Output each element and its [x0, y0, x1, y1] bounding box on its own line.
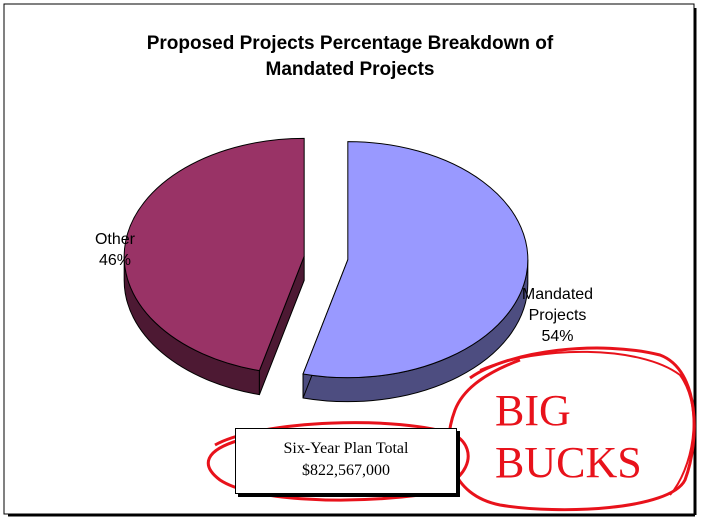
- red-scribble-circle-bucks: [447, 346, 696, 512]
- pie-slice-other: [123, 137, 305, 372]
- big-bucks-annotation: BIG BUCKS: [495, 385, 685, 489]
- chart-title-line-1: Proposed Projects Percentage Breakdown o…: [146, 33, 554, 54]
- pie-slice-mandated-projects: [302, 141, 529, 379]
- chart-title-line-2: Mandated Projects: [265, 59, 435, 80]
- slice-label-mandated: Mandated Projects 54%: [500, 284, 615, 347]
- slice-label-other: Other 46%: [80, 229, 150, 271]
- slice-label-mandated-value: 54%: [541, 328, 574, 345]
- slice-label-mandated-name-2: Projects: [528, 307, 587, 324]
- slice-label-other-value: 46%: [98, 252, 132, 269]
- pie: [123, 137, 529, 403]
- slice-label-other-name: Other: [94, 231, 135, 248]
- slice-label-mandated-name-1: Mandated: [521, 286, 594, 303]
- big-bucks-line-1: BIG: [495, 386, 571, 435]
- total-box: Six-Year Plan Total $822,567,000: [235, 428, 457, 494]
- red-scribble-circle-bucks-2: [479, 350, 695, 496]
- total-amount: $822,567,000: [302, 462, 390, 479]
- big-bucks-line-2: BUCKS: [495, 438, 642, 487]
- total-label: Six-Year Plan Total: [283, 440, 409, 457]
